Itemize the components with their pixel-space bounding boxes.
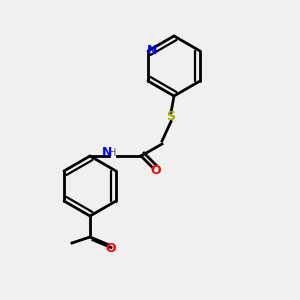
Text: N: N	[147, 44, 158, 58]
Text: O: O	[151, 164, 161, 178]
Text: S: S	[167, 110, 176, 124]
Text: H: H	[109, 148, 116, 158]
Text: N: N	[102, 146, 112, 160]
Text: O: O	[106, 242, 116, 256]
